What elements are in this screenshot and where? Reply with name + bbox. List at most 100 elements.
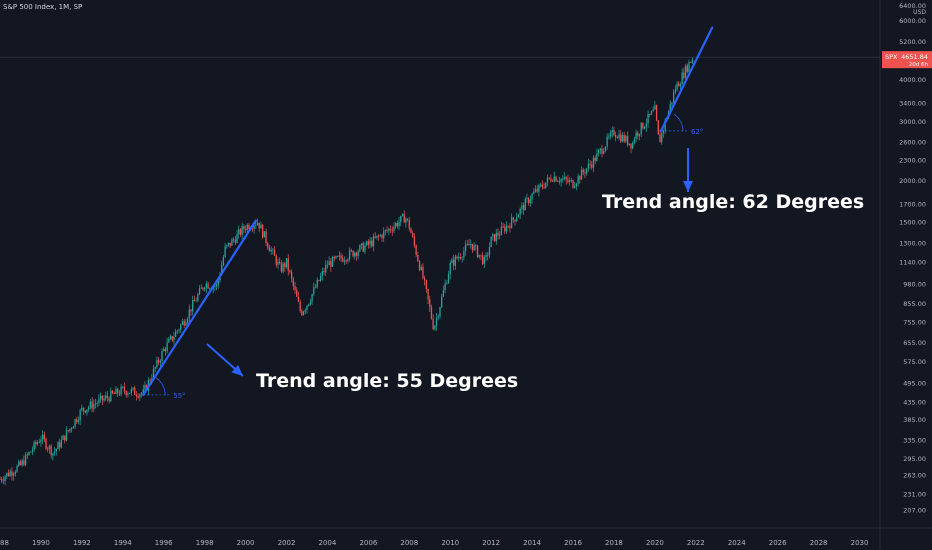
candle-body [580, 169, 583, 180]
candle-body [14, 472, 16, 474]
candle-body [434, 325, 436, 330]
candle-body [287, 258, 289, 271]
candle-body [644, 126, 646, 129]
candle-body [267, 242, 269, 248]
candle-body [579, 176, 581, 180]
candle-body [435, 317, 438, 326]
candle-body [77, 420, 80, 422]
candle-body [662, 130, 665, 133]
candle-body [159, 361, 161, 363]
candle-body [321, 271, 323, 276]
x-tick-label: 1998 [196, 539, 214, 547]
candle-body [260, 224, 262, 229]
candle-body [188, 309, 190, 319]
candle-body [493, 234, 496, 242]
candle-body [86, 409, 88, 413]
candle-body [98, 398, 100, 404]
candle-body [333, 256, 335, 259]
x-tick-label: 2024 [728, 539, 746, 547]
candle-body [417, 254, 419, 262]
candle-body [637, 132, 639, 136]
candle-body [195, 300, 197, 302]
candle-body [650, 111, 653, 115]
candle-body [603, 151, 605, 154]
candle-body [359, 245, 361, 252]
candle-body [604, 146, 607, 152]
candle-body [152, 368, 155, 379]
candle-body [76, 419, 78, 422]
candle-body [272, 249, 274, 251]
candle-body [347, 259, 349, 262]
candle-body [512, 217, 514, 220]
candle-body [16, 465, 18, 473]
candle-body [357, 251, 359, 256]
y-tick-label: 1300.00 [899, 239, 926, 247]
candle-body [316, 279, 318, 288]
candle-body [234, 239, 236, 243]
candle-body [582, 169, 584, 173]
candle-body [386, 230, 388, 231]
candle-body [458, 256, 460, 259]
candle-body [132, 387, 134, 390]
candle-body [553, 176, 555, 182]
candle-body [238, 229, 240, 234]
candle-body [52, 453, 54, 456]
candle-body [88, 407, 90, 410]
candle-body [412, 233, 414, 237]
candle-body [686, 65, 688, 72]
candle-body [343, 260, 346, 262]
candle-body [389, 228, 392, 231]
candle-body [30, 451, 32, 453]
candle-body [354, 252, 356, 257]
candle-body [452, 259, 455, 266]
candle-body [246, 224, 248, 230]
trendline-0 [142, 219, 257, 396]
candle-body [587, 163, 590, 169]
candle-body [21, 460, 23, 465]
candle-body [546, 177, 549, 183]
candle-body [229, 242, 231, 246]
candle-body [134, 387, 136, 395]
candle-body [1, 479, 3, 481]
candle-body [65, 430, 68, 441]
candle-body [111, 390, 114, 394]
y-tick-label: 435.00 [903, 398, 926, 406]
candle-body [163, 348, 165, 352]
candle-body [35, 442, 37, 445]
x-tick-label: 2000 [237, 539, 255, 547]
candle-body [18, 461, 20, 466]
candle-body [679, 84, 682, 87]
candle-body [348, 250, 351, 260]
candle-body [323, 271, 325, 273]
candle-body [360, 243, 363, 246]
candle-body [241, 226, 243, 235]
candle-body [478, 254, 480, 258]
candle-body [222, 257, 225, 266]
candle-body [280, 263, 283, 272]
y-tick-label: 3400.00 [899, 100, 926, 108]
candle-body [89, 401, 92, 408]
candle-body [403, 214, 405, 223]
candle-body [444, 283, 446, 291]
candle-body [253, 225, 255, 229]
candle-body [425, 280, 428, 290]
candle-body [226, 245, 228, 247]
candle-body [335, 256, 337, 259]
x-tick-label: 2004 [319, 539, 337, 547]
candle-body [661, 132, 663, 143]
candle-body [377, 235, 380, 237]
y-tick-label: 295.00 [903, 455, 926, 463]
x-tick-label: 1988 [0, 539, 9, 547]
candle-body [589, 163, 591, 165]
currency-label: USD [913, 9, 926, 16]
candle-body [638, 133, 641, 136]
candle-body [497, 232, 499, 236]
candle-body [45, 439, 47, 449]
candle-body [106, 395, 109, 398]
candle-body [299, 301, 301, 311]
x-tick-label: 2006 [359, 539, 377, 547]
candle-body [567, 179, 569, 182]
candle-body [59, 442, 61, 448]
